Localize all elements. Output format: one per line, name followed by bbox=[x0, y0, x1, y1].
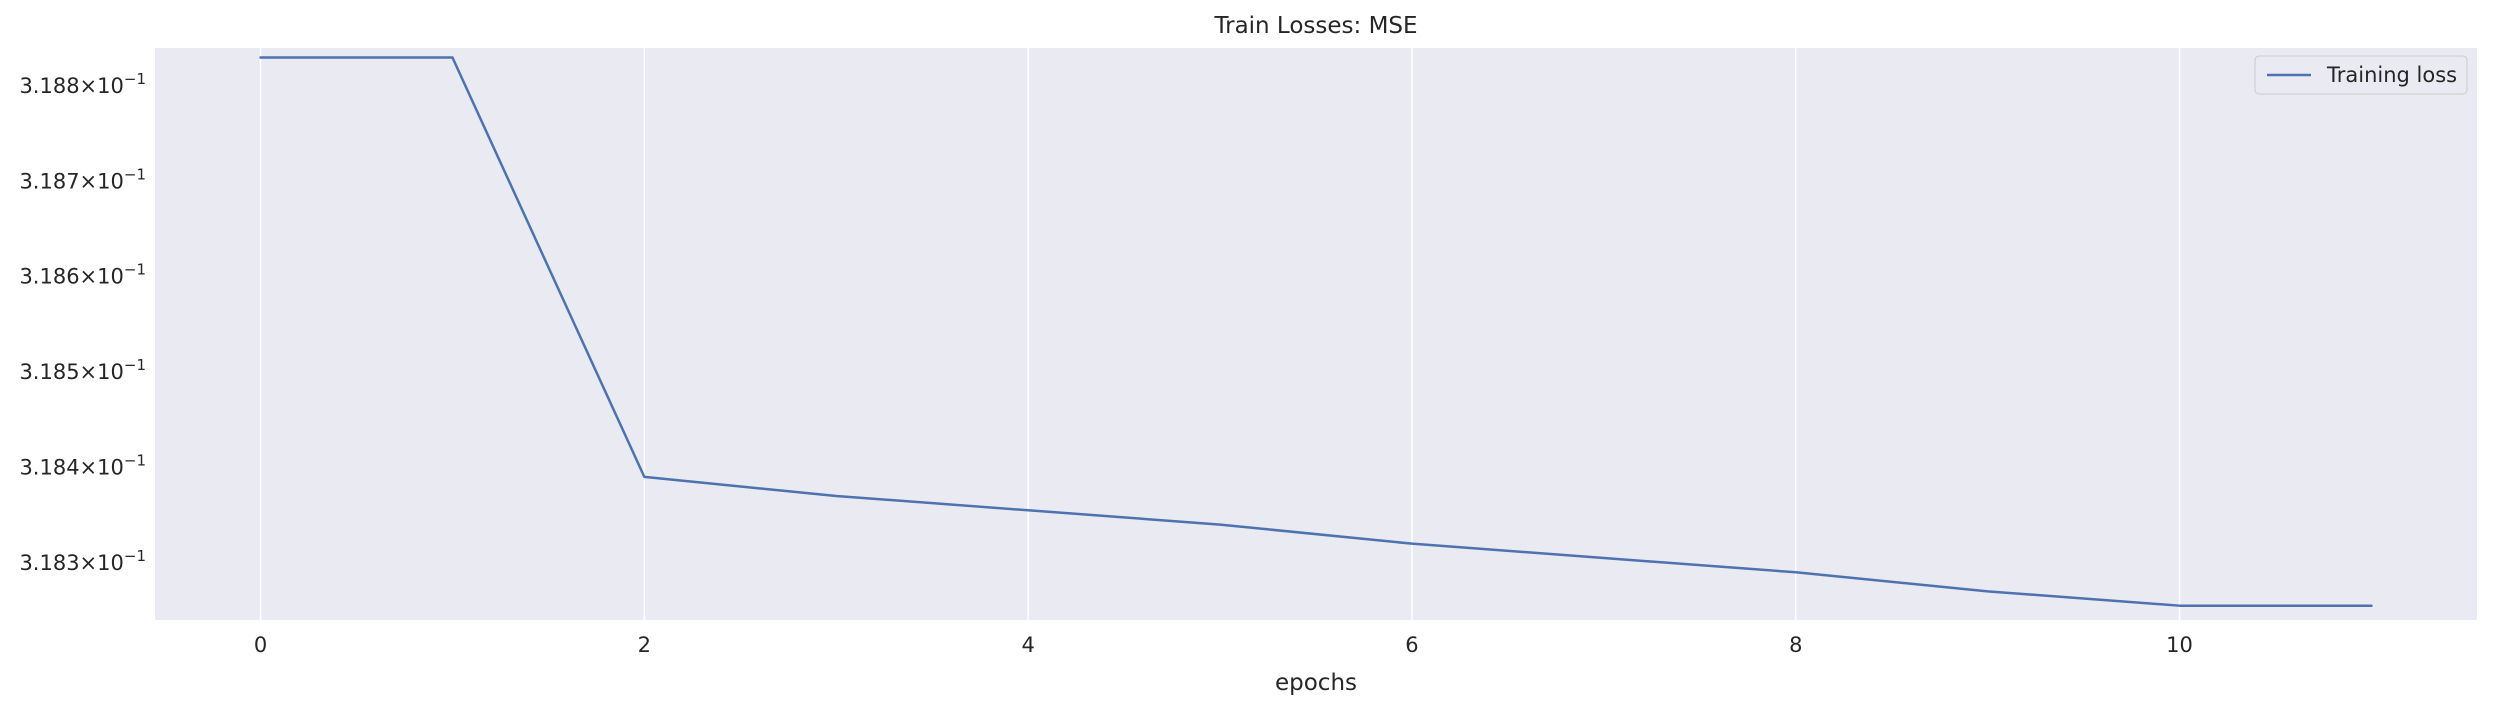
legend-label-training-loss: Training loss bbox=[2326, 63, 2457, 87]
y-tick-labels: 3.183×10−1 3.184×10−1 3.185×10−1 3.186×10−1… bbox=[19, 70, 146, 575]
x-tick-label: 2 bbox=[638, 633, 651, 657]
chart-title: Train Losses: MSE bbox=[1213, 13, 1417, 39]
y-tick-label: 3.187×10−1 bbox=[19, 165, 146, 193]
x-tick-labels: 0 2 4 6 8 10 bbox=[254, 633, 2193, 657]
series-layer bbox=[259, 56, 2373, 607]
x-tick-label: 4 bbox=[1021, 633, 1034, 657]
legend: Training loss bbox=[2254, 55, 2468, 95]
y-tick-label: 3.184×10−1 bbox=[19, 451, 146, 479]
y-tick-label: 3.188×10−1 bbox=[19, 70, 146, 98]
y-tick-label: 3.185×10−1 bbox=[19, 356, 146, 384]
plot-area bbox=[155, 48, 2477, 620]
grid-lines bbox=[259, 48, 2181, 620]
x-tick-label: 8 bbox=[1789, 633, 1802, 657]
y-tick-label: 3.183×10−1 bbox=[19, 547, 146, 575]
x-tick-label: 0 bbox=[254, 633, 267, 657]
legend-box bbox=[2254, 55, 2468, 95]
x-axis-label: epochs bbox=[1275, 670, 1357, 696]
y-tick-label: 3.186×10−1 bbox=[19, 261, 146, 289]
series-line-0 bbox=[259, 56, 2373, 607]
x-tick-label: 6 bbox=[1405, 633, 1418, 657]
x-tick-label: 10 bbox=[2166, 633, 2193, 657]
